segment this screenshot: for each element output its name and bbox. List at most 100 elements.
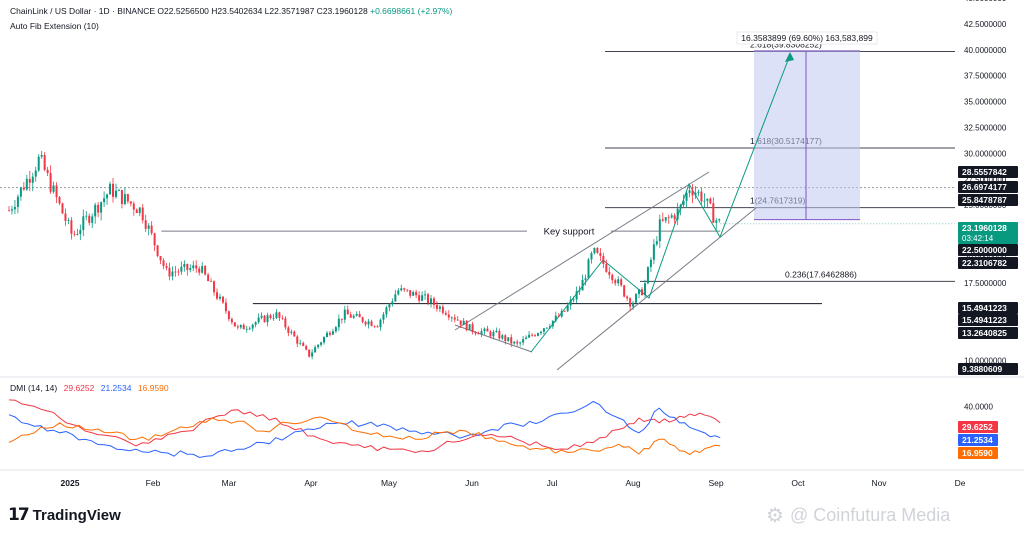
candle-body [299,342,302,344]
y-tick-label: 10.0000000 [964,357,1007,366]
price-axis-label: 15.4941223 [962,303,1007,313]
candle-body [183,263,186,267]
candle-body [103,198,106,203]
candle-body [275,312,278,318]
symbol-title[interactable]: ChainLink / US Dollar · 1D · BINANCE [10,6,156,16]
candle-body [522,339,525,343]
tradingview-mark-icon: 17 [8,505,30,525]
channel-upper-line [454,171,710,331]
candle-body [156,245,159,257]
candle-body [334,327,337,332]
candle-body [284,318,287,328]
candle-body [189,268,192,270]
fib-level-label: 2.618(39.8308252) [750,40,822,50]
candle-body [421,295,424,301]
candle-body [435,304,438,309]
candle-body [328,332,331,335]
candle-body [614,280,617,284]
candle-body [58,197,61,204]
candle-body [201,266,204,273]
candle-body [340,318,343,320]
candle-body [444,312,447,315]
candle-body [76,234,79,235]
candle-body [120,189,123,205]
candle-body [207,274,210,282]
candle-body [489,331,492,337]
candle-body [174,271,177,273]
dmi-value-label: 16.9590 [962,448,993,458]
candle-body [427,294,430,304]
candle-body [290,331,293,333]
candle-body [61,203,64,214]
fib-indicator-title[interactable]: Auto Fib Extension (10) [10,21,99,31]
candle-body [611,274,614,281]
candle-body [528,334,531,338]
candle-body [376,326,379,328]
ohlc-values: O22.5256500 H23.5402634 L22.3571987 C23.… [157,6,368,16]
dmi-value-label-bg [958,421,998,433]
candle-body [507,337,510,341]
candle-body [638,289,641,295]
price-axis-label-bg [958,194,1018,206]
candle-body [248,328,251,330]
candle-body [293,331,296,337]
y-tick-label: 42.5000000 [964,20,1007,29]
candle-body [28,179,31,183]
candle-body [34,170,37,177]
candle-body [646,267,649,284]
candle-body [441,306,444,313]
watermark-text: @ Coinfutura Media [789,505,951,525]
candle-body [364,321,367,325]
candle-body [438,306,441,309]
candle-body [424,294,427,296]
candle-body [673,215,676,220]
candle-body [100,202,103,213]
candle-body [483,328,486,332]
candle-body [447,314,450,318]
channel-lower-line [556,207,757,371]
candle-body [536,333,539,336]
candle-body [655,241,658,245]
candle-body [168,267,171,277]
candle-body [138,207,141,214]
candle-body [343,309,346,320]
candle-body [652,244,655,260]
x-tick-label: Nov [871,478,887,488]
candle-body [575,291,578,300]
candle-body [79,229,82,235]
candle-body [349,314,352,318]
candle-body [239,324,242,328]
candle-body [504,335,507,341]
candle-body [367,321,370,325]
candle-body [432,298,435,305]
candle-body [254,322,257,325]
candle-body [688,190,691,193]
x-tick-label: Jun [465,478,479,488]
candle-body [269,315,272,319]
candle-body [397,290,400,295]
tradingview-logo[interactable]: 17 TradingView [8,505,121,525]
candle-body [177,271,180,273]
dmi-value-label: 21.2534 [962,435,993,445]
dmi-title[interactable]: DMI (14, 14) [10,383,58,393]
candle-body [320,342,323,345]
watermark-logo-icon: ⚙ [766,505,784,527]
candle-body [590,253,593,260]
candle-body [40,155,43,157]
candle-body [453,317,456,320]
candle-body [635,294,638,303]
candle-body [13,206,16,210]
candle-body [632,302,635,307]
price-axis-label: 26.6974177 [962,182,1007,192]
candle-body [682,200,685,205]
candle-body [355,313,358,316]
price-axis-label: 25.8478787 [962,195,1007,205]
candle-body [224,302,227,312]
candle-body [266,315,269,323]
candle-body [465,320,468,331]
candle-body [263,315,266,323]
key-support-label: Key support [544,227,595,238]
candle-body [539,331,542,334]
watermark: ⚙ @ Coinfutura Media [766,503,950,528]
